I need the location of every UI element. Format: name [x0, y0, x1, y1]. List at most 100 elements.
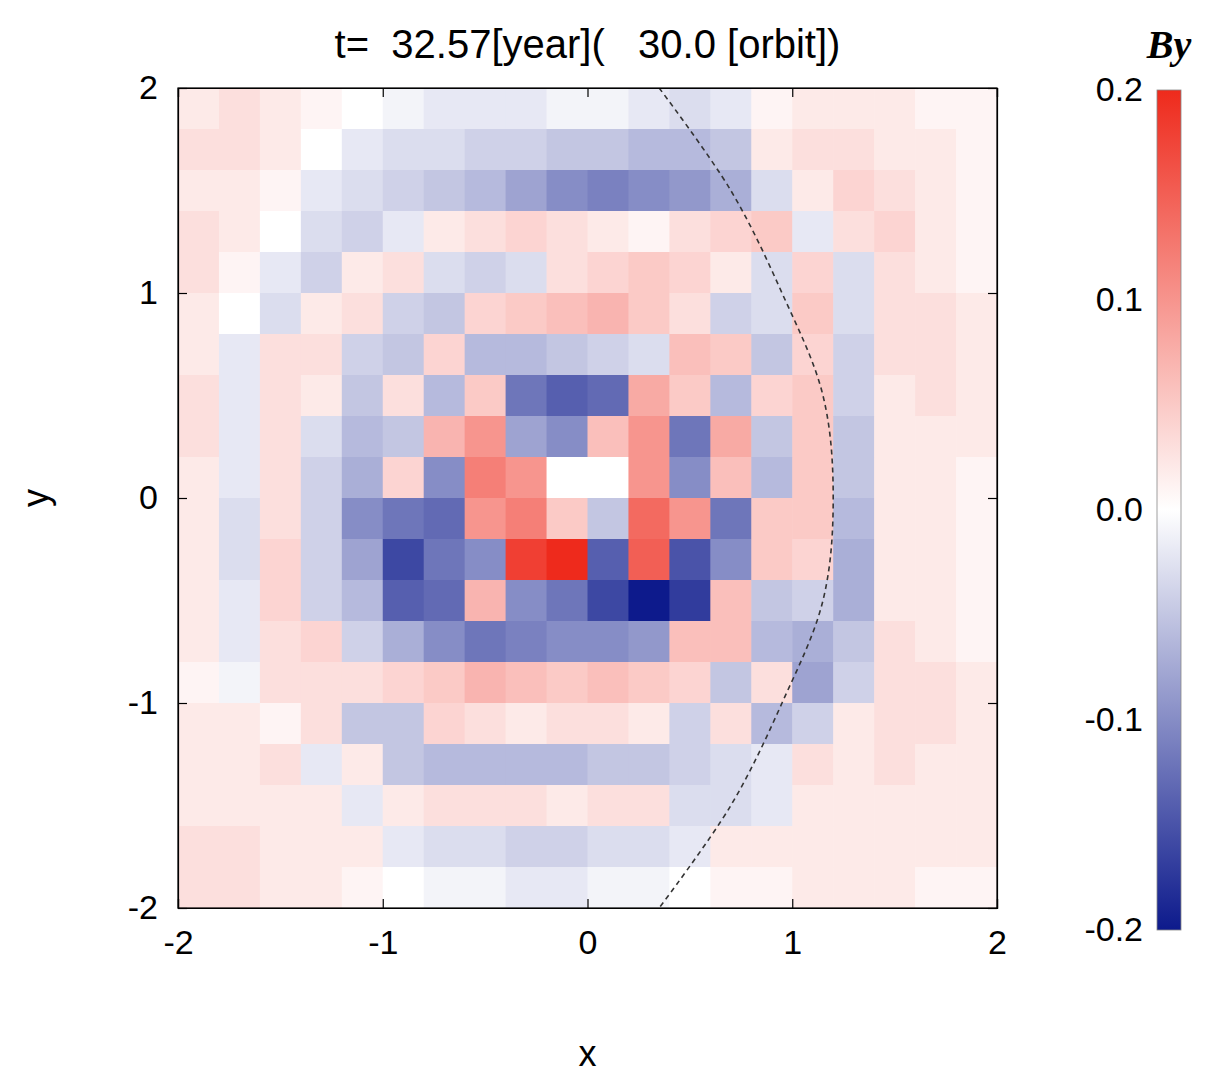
heatmap-cell [669, 88, 711, 130]
heatmap-cell [301, 662, 343, 704]
heatmap-cell [588, 88, 630, 130]
heatmap-cell [383, 252, 425, 294]
y-axis-right [988, 89, 998, 909]
heatmap-cell [751, 539, 793, 581]
heatmap-cell [915, 826, 957, 868]
heatmap-cell [833, 252, 875, 294]
axis-line [988, 89, 998, 909]
heatmap-cell [260, 129, 302, 171]
heatmap-cell [506, 416, 548, 458]
heatmap-cell [260, 785, 302, 827]
heatmap-cell [588, 580, 630, 622]
heatmap-cell [874, 621, 916, 663]
heatmap-cell [219, 416, 261, 458]
heatmap-cell [710, 334, 752, 376]
heatmap-cell [628, 170, 670, 212]
heatmap-cell [628, 539, 670, 581]
heatmap-cell [751, 826, 793, 868]
heatmap-cell [301, 129, 343, 171]
heatmap-cell [465, 703, 507, 745]
axis-line [179, 89, 188, 909]
heatmap-cell [465, 129, 507, 171]
tick-label: -1 [128, 683, 158, 721]
heatmap-cell [301, 457, 343, 499]
heatmap-cell [465, 580, 507, 622]
heatmap-cell [792, 375, 834, 417]
heatmap-cell [465, 867, 507, 908]
heatmap-cell [628, 785, 670, 827]
heatmap-cell [751, 129, 793, 171]
heatmap-cell [874, 662, 916, 704]
heatmap-cell [506, 662, 548, 704]
heatmap-cell [915, 457, 957, 499]
heatmap-cell [178, 129, 220, 171]
heatmap-cell [628, 498, 670, 540]
heatmap-cell [301, 539, 343, 581]
tick [988, 293, 997, 294]
heatmap-cell [219, 457, 261, 499]
heatmap-cell [669, 826, 711, 868]
heatmap-cell [219, 170, 261, 212]
heatmap-cell [178, 416, 220, 458]
heatmap-cell [342, 744, 384, 786]
heatmap-cell [219, 252, 261, 294]
tick-label: 1 [783, 923, 802, 961]
heatmap-cell [874, 744, 916, 786]
heatmap-cell [342, 498, 384, 540]
heatmap-cell [219, 334, 261, 376]
heatmap-cell [751, 498, 793, 540]
heatmap-cell [506, 457, 548, 499]
heatmap-cell [465, 334, 507, 376]
heatmap-cell [465, 621, 507, 663]
heatmap-cell [506, 375, 548, 417]
heatmap-cell [178, 170, 220, 212]
heatmap-cell [915, 416, 957, 458]
tick-mark [988, 703, 997, 704]
heatmap-cell [424, 662, 466, 704]
heatmap-cell [219, 785, 261, 827]
heatmap-cell [547, 293, 589, 335]
heatmap-cell [628, 334, 670, 376]
tick [988, 88, 997, 89]
heatmap-cell [915, 129, 957, 171]
heatmap-cell [874, 703, 916, 745]
heatmap-cell [669, 744, 711, 786]
heatmap-cell [588, 293, 630, 335]
heatmap-cell [178, 621, 220, 663]
heatmap-cell [260, 293, 302, 335]
heatmap-cell [874, 211, 916, 253]
heatmap-cell [465, 744, 507, 786]
heatmap-cell [956, 293, 997, 335]
heatmap-cell [833, 744, 875, 786]
heatmap-cell [792, 293, 834, 335]
heatmap-cell [178, 703, 220, 745]
heatmap-cell [506, 703, 548, 745]
heatmap-cell [219, 826, 261, 868]
heatmap-cell [956, 375, 997, 417]
heatmap-cell [547, 88, 589, 130]
heatmap-cell [874, 826, 916, 868]
heatmap-cell [178, 211, 220, 253]
heatmap-cell [915, 334, 957, 376]
heatmap-cell [710, 416, 752, 458]
heatmap-cell [588, 252, 630, 294]
tick: -0.1 [1084, 700, 1157, 738]
heatmap-cell [833, 170, 875, 212]
heatmap-cell [260, 211, 302, 253]
heatmap-cell [178, 826, 220, 868]
heatmap-cell [792, 88, 834, 130]
heatmap-cell [628, 457, 670, 499]
heatmap-cell [588, 375, 630, 417]
heatmap-cell [710, 826, 752, 868]
heatmap-cell [260, 662, 302, 704]
tick [792, 88, 793, 97]
tick-mark [383, 88, 384, 97]
heatmap-cell [628, 580, 670, 622]
heatmap-cell [301, 252, 343, 294]
heatmap-cell [956, 703, 997, 745]
heatmap-cell [669, 621, 711, 663]
heatmap-cell [424, 457, 466, 499]
heatmap-cell [342, 662, 384, 704]
heatmap-cell [792, 580, 834, 622]
heatmap-cell [669, 293, 711, 335]
